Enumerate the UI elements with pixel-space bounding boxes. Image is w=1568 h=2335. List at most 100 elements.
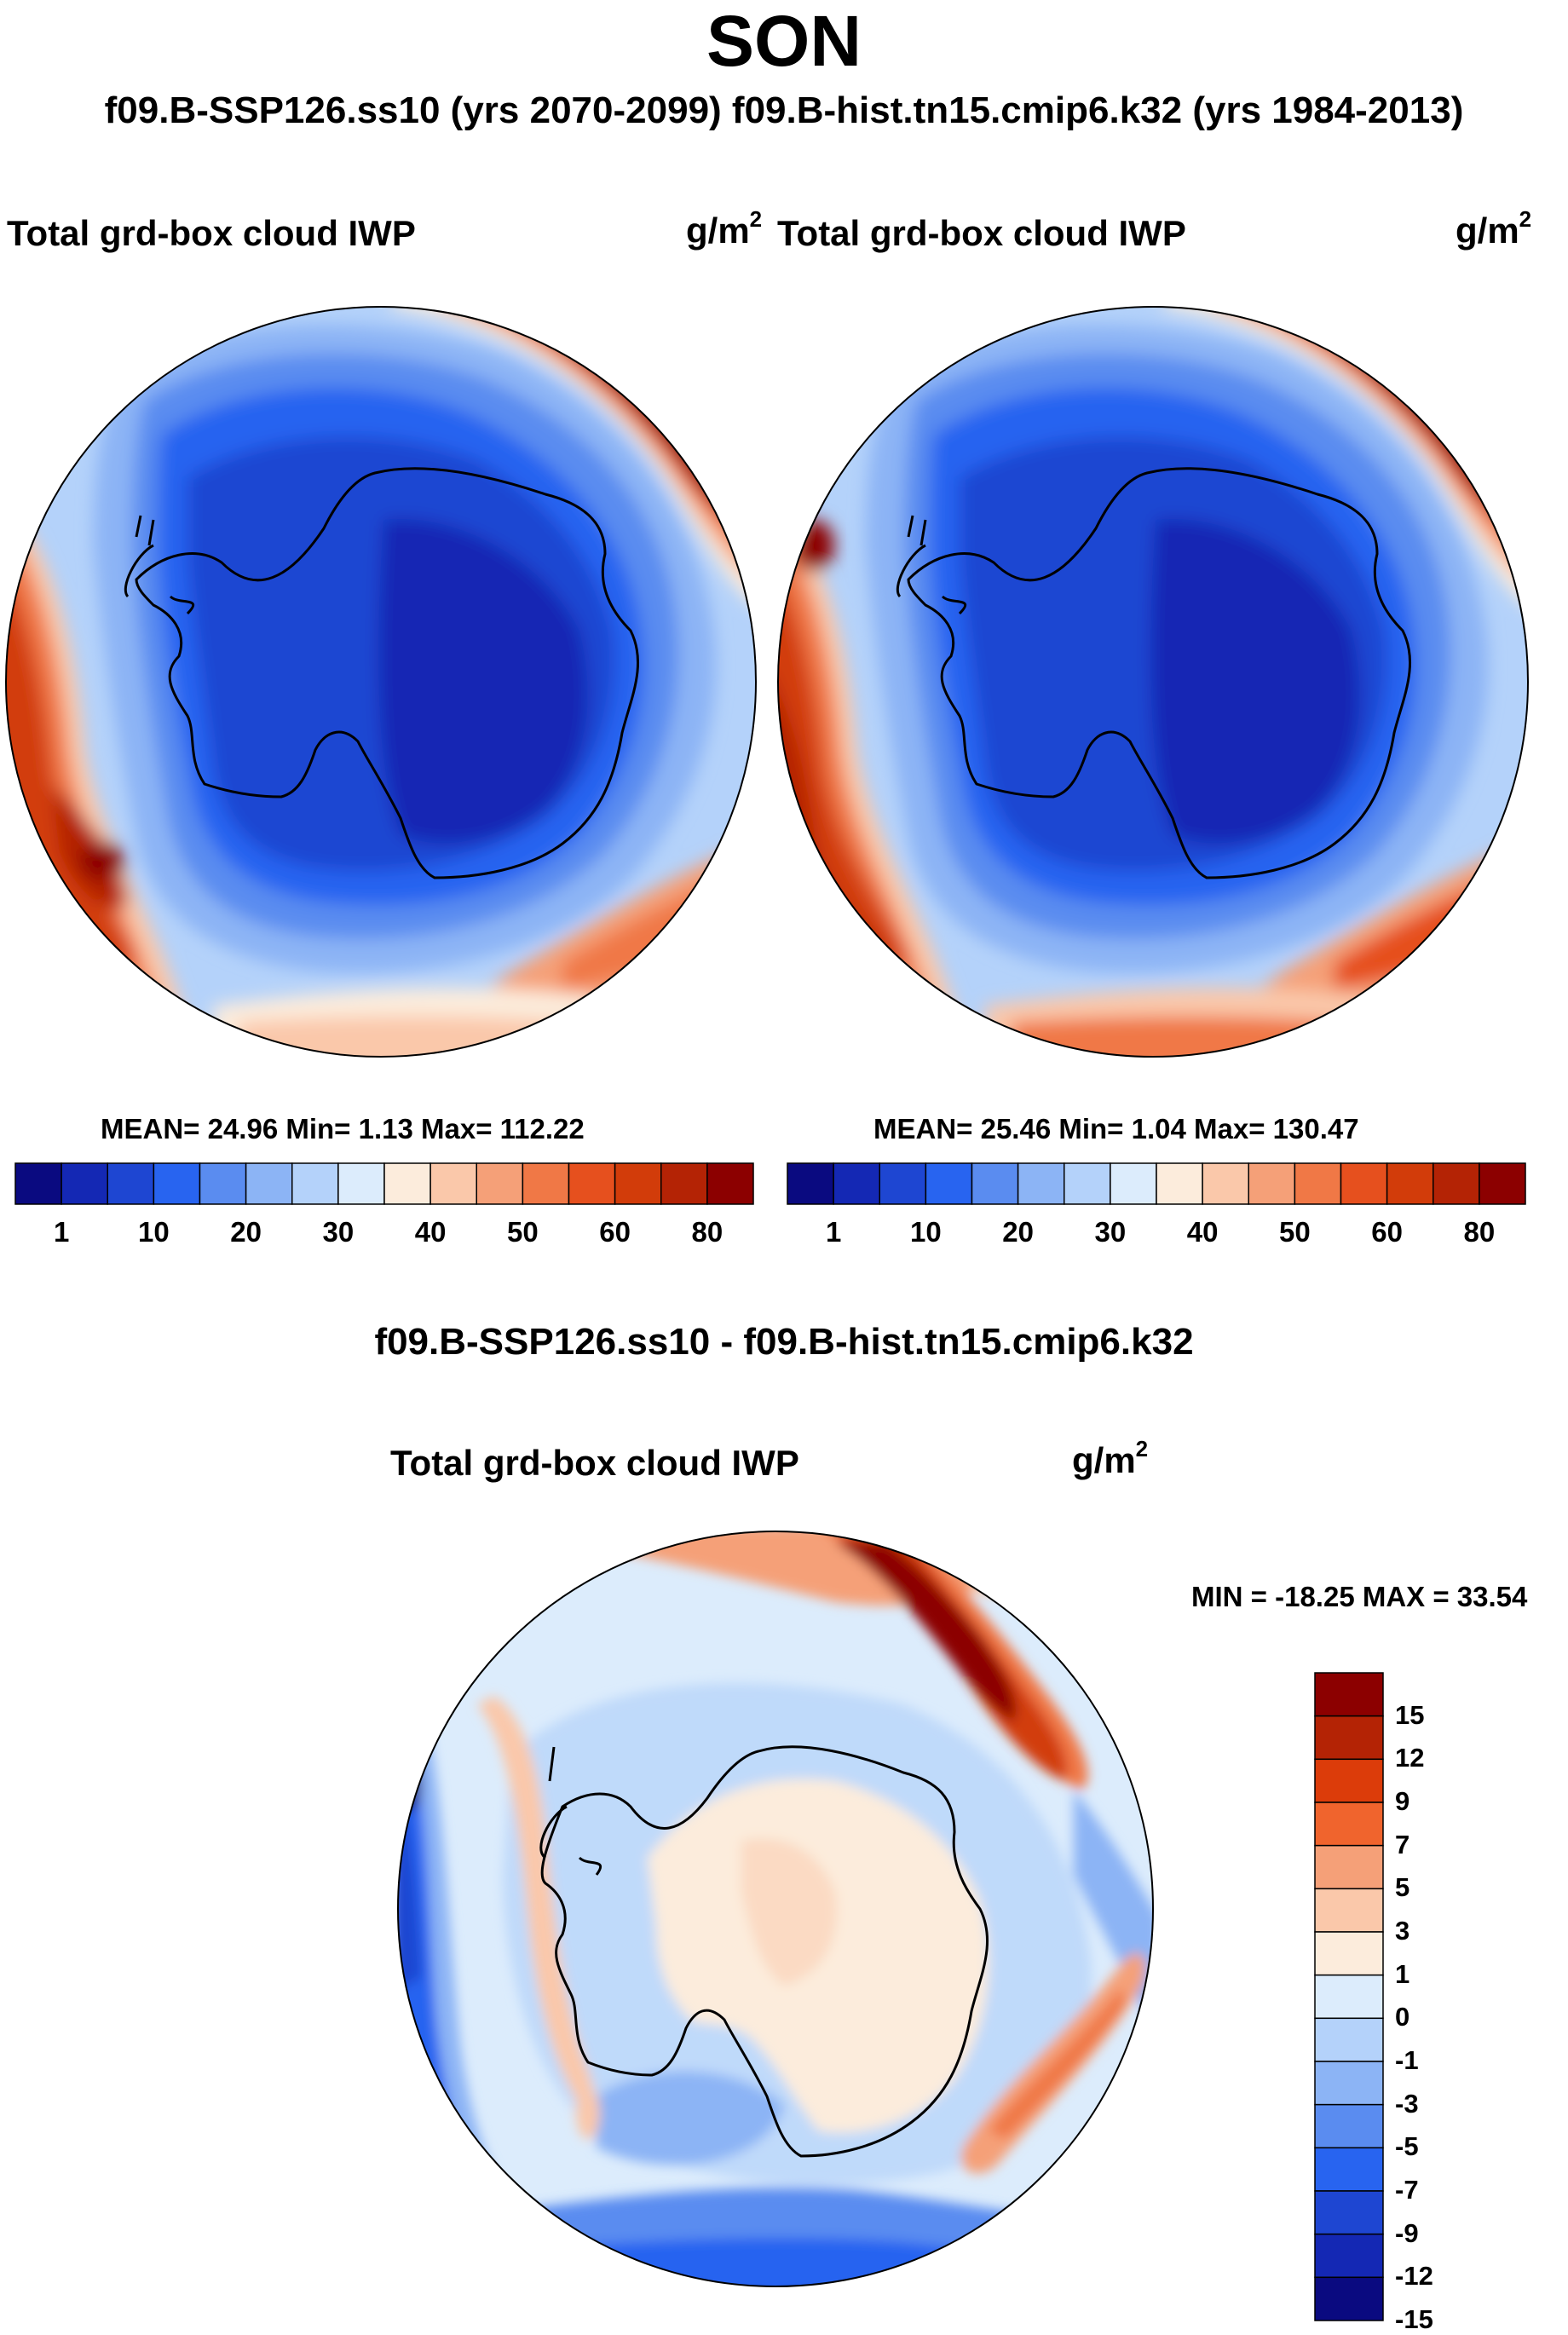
diff-units: g/m2 bbox=[1072, 1436, 1149, 1480]
colorbar-swatch bbox=[660, 1162, 708, 1205]
colorbar-swatch bbox=[706, 1162, 754, 1205]
colorbar-swatch bbox=[1294, 1162, 1342, 1205]
colorbar-swatch bbox=[833, 1162, 880, 1205]
panel1-stats: MEAN= 24.96 Min= 1.13 Max= 112.22 bbox=[101, 1113, 585, 1144]
panel1-units: g/m2 bbox=[686, 206, 763, 251]
main-title: SON bbox=[706, 1, 862, 81]
colorbar-swatch bbox=[1156, 1162, 1203, 1205]
panel1-colorbar bbox=[14, 1162, 754, 1205]
colorbar-tick-label: -12 bbox=[1395, 2261, 1433, 2292]
colorbar-swatch bbox=[383, 1162, 431, 1205]
colorbar-swatch bbox=[245, 1162, 293, 1205]
colorbar-tick-label: 80 bbox=[691, 1216, 723, 1248]
panel2-stats: MEAN= 25.46 Min= 1.04 Max= 130.47 bbox=[873, 1113, 1359, 1144]
colorbar-tick-label: 3 bbox=[1395, 1916, 1410, 1946]
map1-polar-plot bbox=[6, 307, 756, 1057]
colorbar-tick-label: 40 bbox=[414, 1216, 447, 1248]
diff-title: f09.B-SSP126.ss10 - f09.B-hist.tn15.cmip… bbox=[374, 1321, 1194, 1363]
map1-border bbox=[5, 306, 757, 1058]
colorbar-swatch bbox=[925, 1162, 973, 1205]
panel2-colorbar bbox=[787, 1162, 1526, 1205]
colorbar-tick-label: 1 bbox=[53, 1216, 70, 1248]
colorbar-tick-label: 12 bbox=[1395, 1743, 1425, 1773]
diff-colorbar bbox=[1314, 1672, 1384, 2321]
colorbar-swatch bbox=[1314, 2103, 1384, 2149]
colorbar-tick-label: 0 bbox=[1395, 2002, 1410, 2032]
colorbar-tick-label: 20 bbox=[230, 1216, 262, 1248]
colorbar-swatch bbox=[1314, 1844, 1384, 1890]
colorbar-swatch bbox=[1314, 1802, 1384, 1847]
colorbar-tick-label: 5 bbox=[1395, 1872, 1410, 1903]
colorbar-swatch bbox=[1340, 1162, 1388, 1205]
subtitle: f09.B-SSP126.ss10 (yrs 2070-2099) f09.B-… bbox=[104, 89, 1464, 131]
colorbar-swatch bbox=[1314, 2017, 1384, 2062]
diff-variable-label: Total grd-box cloud IWP bbox=[390, 1443, 799, 1483]
colorbar-swatch bbox=[1314, 2233, 1384, 2279]
colorbar-tick-label: 10 bbox=[910, 1216, 942, 1248]
colorbar-swatch bbox=[522, 1162, 570, 1205]
map3-border bbox=[397, 1531, 1154, 2287]
colorbar-swatch bbox=[1314, 2276, 1384, 2321]
colorbar-swatch bbox=[879, 1162, 927, 1205]
colorbar-swatch bbox=[1386, 1162, 1434, 1205]
colorbar-swatch bbox=[61, 1162, 108, 1205]
colorbar-swatch bbox=[971, 1162, 1019, 1205]
colorbar-tick-label: 15 bbox=[1395, 1699, 1425, 1730]
colorbar-tick-label: -1 bbox=[1395, 2045, 1419, 2075]
colorbar-swatch bbox=[1314, 1888, 1384, 1933]
colorbar-tick-label: 30 bbox=[1094, 1216, 1127, 1248]
map2-border bbox=[777, 306, 1529, 1058]
colorbar-tick-label: -9 bbox=[1395, 2217, 1419, 2248]
colorbar-swatch bbox=[1202, 1162, 1249, 1205]
colorbar-swatch bbox=[153, 1162, 201, 1205]
colorbar-swatch bbox=[1314, 1715, 1384, 1761]
colorbar-swatch bbox=[14, 1162, 62, 1205]
colorbar-tick-label: 80 bbox=[1463, 1216, 1496, 1248]
diff-minmax: MIN = -18.25 MAX = 33.54 bbox=[1191, 1581, 1528, 1612]
colorbar-tick-label: 30 bbox=[322, 1216, 355, 1248]
colorbar-swatch bbox=[1110, 1162, 1157, 1205]
colorbar-tick-label: -5 bbox=[1395, 2131, 1419, 2162]
colorbar-swatch bbox=[291, 1162, 339, 1205]
colorbar-swatch bbox=[1314, 1672, 1384, 1717]
colorbar-swatch bbox=[337, 1162, 385, 1205]
colorbar-tick-label: 9 bbox=[1395, 1786, 1410, 1816]
colorbar-swatch bbox=[1314, 2061, 1384, 2106]
colorbar-swatch bbox=[1314, 2147, 1384, 2192]
colorbar-swatch bbox=[787, 1162, 834, 1205]
colorbar-swatch bbox=[1314, 2190, 1384, 2235]
colorbar-tick-label: -3 bbox=[1395, 2088, 1419, 2119]
panel2-units: g/m2 bbox=[1456, 206, 1532, 251]
map2-polar-plot bbox=[778, 307, 1528, 1057]
colorbar-swatch bbox=[107, 1162, 155, 1205]
colorbar-swatch bbox=[199, 1162, 247, 1205]
colorbar-swatch bbox=[1479, 1162, 1526, 1205]
colorbar-tick-label: 7 bbox=[1395, 1829, 1410, 1859]
colorbar-tick-label: -7 bbox=[1395, 2175, 1419, 2205]
colorbar-swatch bbox=[614, 1162, 662, 1205]
colorbar-tick-label: 60 bbox=[1371, 1216, 1403, 1248]
colorbar-swatch bbox=[429, 1162, 477, 1205]
colorbar-tick-label: 40 bbox=[1186, 1216, 1219, 1248]
colorbar-tick-label: 50 bbox=[507, 1216, 539, 1248]
colorbar-tick-label: 10 bbox=[138, 1216, 170, 1248]
colorbar-tick-label: 60 bbox=[599, 1216, 631, 1248]
colorbar-tick-label: -15 bbox=[1395, 2304, 1433, 2334]
colorbar-swatch bbox=[1314, 1974, 1384, 2020]
colorbar-tick-label: 50 bbox=[1279, 1216, 1311, 1248]
colorbar-swatch bbox=[1433, 1162, 1480, 1205]
colorbar-swatch bbox=[476, 1162, 524, 1205]
panel2-variable-label: Total grd-box cloud IWP bbox=[777, 213, 1186, 253]
colorbar-tick-label: 20 bbox=[1002, 1216, 1034, 1248]
colorbar-swatch bbox=[1314, 1931, 1384, 1976]
colorbar-swatch bbox=[1064, 1162, 1111, 1205]
panel1-variable-label: Total grd-box cloud IWP bbox=[7, 213, 416, 253]
colorbar-tick-label: 1 bbox=[1395, 1958, 1410, 1989]
colorbar-swatch bbox=[1248, 1162, 1296, 1205]
colorbar-swatch bbox=[1017, 1162, 1065, 1205]
colorbar-swatch bbox=[1314, 1758, 1384, 1803]
colorbar-swatch bbox=[568, 1162, 616, 1205]
colorbar-tick-label: 1 bbox=[825, 1216, 842, 1248]
map3-polar-plot bbox=[398, 1531, 1153, 2286]
